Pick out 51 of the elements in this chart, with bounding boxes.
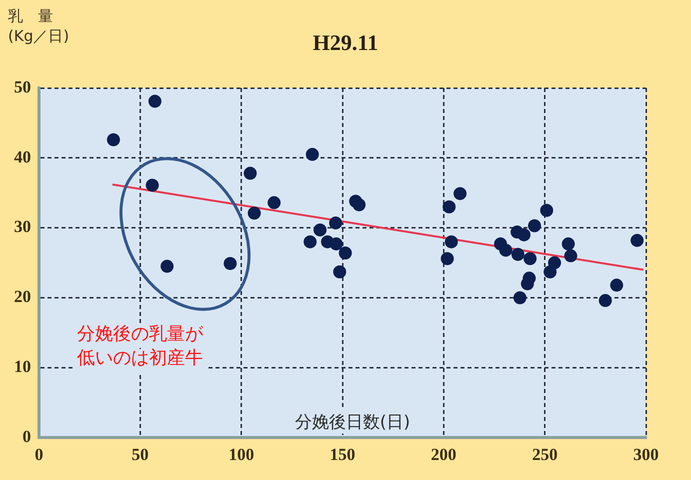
- x-tick-label: 200: [430, 445, 456, 464]
- point: [524, 252, 537, 266]
- x-tick-label: 250: [532, 445, 558, 464]
- x-tick-label: 150: [330, 445, 356, 464]
- point: [330, 237, 343, 250]
- point: [548, 256, 562, 270]
- point: [630, 234, 644, 247]
- point: [517, 228, 530, 242]
- point: [160, 260, 174, 273]
- y-tick-label: 50: [14, 77, 31, 96]
- y-tick-label: 20: [14, 287, 31, 306]
- x-axis-title: 分娩後日数(日): [294, 412, 410, 433]
- point: [442, 200, 456, 214]
- point: [520, 277, 534, 290]
- point: [106, 133, 120, 146]
- point: [610, 278, 624, 292]
- y-tick-label: 10: [14, 357, 31, 376]
- y-tick-label: 30: [14, 217, 31, 236]
- point: [248, 206, 261, 220]
- point: [454, 187, 467, 200]
- x-tick-label: 50: [132, 445, 149, 464]
- point: [338, 246, 352, 260]
- point: [244, 166, 257, 180]
- point: [306, 148, 319, 161]
- point: [598, 294, 612, 308]
- point: [540, 204, 554, 217]
- point: [511, 248, 524, 261]
- chart-title: H29.11: [312, 30, 378, 55]
- point: [440, 252, 454, 266]
- point: [314, 223, 327, 236]
- annotation: 分娩後の乳量が低いのは初産牛: [77, 324, 204, 369]
- point: [562, 237, 575, 250]
- point: [146, 178, 159, 192]
- x-tick-label: 0: [34, 445, 44, 464]
- y-axis-title: 乳 量 (Kg／日): [8, 6, 70, 46]
- x-tick-label: 100: [228, 445, 254, 464]
- point: [564, 249, 578, 262]
- point: [499, 244, 512, 257]
- point: [513, 291, 526, 304]
- x-tick-label: 300: [633, 445, 659, 464]
- point: [304, 235, 317, 248]
- y-tick-label: 40: [14, 147, 31, 166]
- point: [268, 196, 281, 210]
- y-tick-label: 0: [22, 426, 31, 446]
- point: [148, 94, 162, 108]
- point: [333, 265, 346, 278]
- point: [352, 198, 366, 212]
- point: [224, 257, 237, 270]
- point: [329, 216, 342, 230]
- point: [528, 219, 542, 232]
- point: [444, 235, 458, 248]
